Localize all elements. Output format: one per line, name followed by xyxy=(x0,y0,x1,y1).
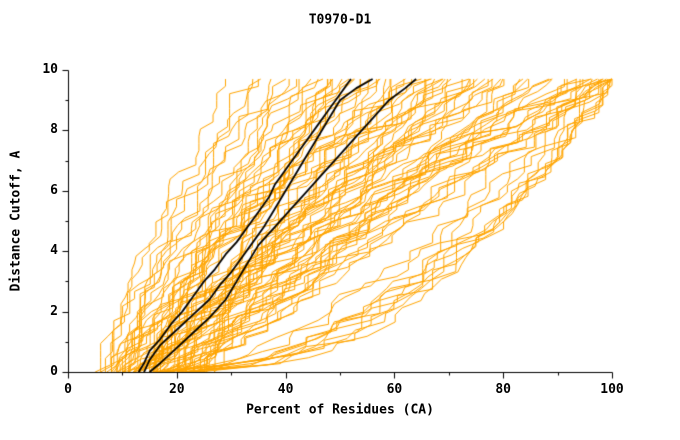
y-tick-label: 10 xyxy=(42,62,58,77)
x-tick-label: 20 xyxy=(168,382,185,397)
x-tick-label: 100 xyxy=(600,382,624,397)
y-tick-label: 2 xyxy=(50,303,58,319)
x-tick-label: 40 xyxy=(277,382,294,397)
x-tick-label: 80 xyxy=(495,382,512,397)
x-tick-label: 0 xyxy=(64,382,72,397)
y-tick-label: 8 xyxy=(50,122,58,138)
y-tick-label: 0 xyxy=(50,364,58,379)
y-tick-label: 6 xyxy=(50,182,58,198)
chart-title: T0970-D1 xyxy=(308,12,372,28)
x-tick-label: 60 xyxy=(386,382,403,397)
y-tick-label: 4 xyxy=(50,243,58,259)
y-axis-label: Distance Cutoff, A xyxy=(8,150,24,292)
x-axis-label: Percent of Residues (CA) xyxy=(246,402,434,418)
